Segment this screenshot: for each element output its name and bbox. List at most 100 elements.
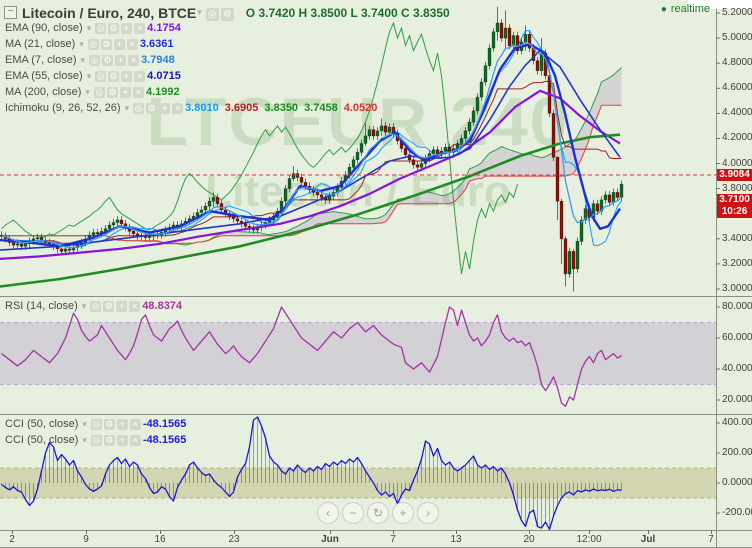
ohlc-values: O 3.7420 H 3.8500 L 3.7400 C 3.8350 bbox=[245, 5, 450, 20]
visibility-icon[interactable]: ◎ bbox=[90, 418, 102, 430]
collapse-icon[interactable]: − bbox=[4, 6, 17, 19]
price-tick: 4.8000 bbox=[722, 58, 752, 69]
add-icon[interactable]: + bbox=[116, 434, 128, 446]
rsi-tick: 80.0000 bbox=[722, 302, 752, 312]
indicator-0-value: 4.1754 bbox=[147, 22, 181, 34]
indicator-3-values: 4.0715 bbox=[147, 70, 187, 82]
settings-icon[interactable]: ⚙ bbox=[146, 102, 158, 114]
rsi-legend: RSI (14, close) ▾ ◎ ⚙ + × 48.8374 bbox=[5, 299, 188, 315]
price-tick: 3.2000 bbox=[722, 258, 752, 269]
time-tick: 7 bbox=[390, 534, 396, 545]
title-toolbar: ◎ ⚙ bbox=[205, 4, 236, 21]
cci-1-row[interactable]: CCI (50, close) ▾ ◎ ⚙ + × -48.1565 bbox=[5, 433, 192, 447]
indicator-1-row[interactable]: MA (21, close) ▾ ◎ ⚙ + × 3.6361 bbox=[5, 37, 383, 51]
indicator-5-row[interactable]: Ichimoku (9, 26, 52, 26) ▾ ◎ ⚙ + × 3.8010 3.690… bbox=[5, 101, 383, 115]
close-icon[interactable]: × bbox=[132, 86, 144, 98]
chevron-down-icon[interactable]: ▾ bbox=[197, 7, 202, 17]
settings-icon[interactable]: ⚙ bbox=[108, 22, 120, 34]
price-tick: 4.2000 bbox=[722, 133, 752, 144]
visibility-icon[interactable]: ◎ bbox=[95, 22, 107, 34]
add-icon[interactable]: + bbox=[119, 86, 131, 98]
chevron-down-icon[interactable]: ▾ bbox=[124, 102, 130, 113]
price-tick: 5.2000 bbox=[722, 8, 752, 18]
time-tick: 16 bbox=[154, 534, 166, 545]
visibility-icon[interactable]: ◎ bbox=[90, 434, 102, 446]
settings-icon[interactable]: ⚙ bbox=[103, 434, 115, 446]
settings-icon[interactable]: ⚙ bbox=[102, 54, 114, 66]
add-icon[interactable]: + bbox=[121, 70, 133, 82]
close-icon[interactable]: × bbox=[129, 434, 141, 446]
indicator-5-value: 3.7458 bbox=[304, 102, 338, 114]
rsi-value: 48.8374 bbox=[142, 300, 183, 312]
top-right-patch bbox=[688, 0, 752, 9]
add-icon[interactable]: + bbox=[116, 418, 128, 430]
watermark-symbol: LTCEUR 240 bbox=[146, 84, 570, 160]
close-icon[interactable]: × bbox=[134, 22, 146, 34]
price-tick: 4.6000 bbox=[722, 83, 752, 94]
visibility-icon[interactable]: ◎ bbox=[87, 38, 99, 50]
chevron-down-icon[interactable]: ▾ bbox=[86, 70, 92, 81]
add-icon[interactable]: + bbox=[159, 102, 171, 114]
settings-icon[interactable]: ⚙ bbox=[220, 8, 234, 21]
indicator-3-row[interactable]: EMA (55, close) ▾ ◎ ⚙ + × 4.0715 bbox=[5, 69, 383, 83]
settings-icon[interactable]: ⚙ bbox=[106, 86, 118, 98]
chevron-down-icon[interactable]: ▾ bbox=[82, 418, 87, 429]
close-icon[interactable]: × bbox=[129, 418, 141, 430]
close-icon[interactable]: × bbox=[126, 38, 138, 50]
zoom-out-button[interactable]: − bbox=[342, 502, 364, 524]
zoom-in-button[interactable]: + bbox=[392, 502, 414, 524]
add-icon[interactable]: + bbox=[121, 22, 133, 34]
visibility-icon[interactable]: ◎ bbox=[95, 70, 107, 82]
time-tick: 20 bbox=[523, 534, 535, 545]
close-icon[interactable]: × bbox=[172, 102, 184, 114]
add-icon[interactable]: + bbox=[116, 300, 128, 312]
chevron-down-icon[interactable]: ▾ bbox=[80, 54, 86, 65]
rsi-row[interactable]: RSI (14, close) ▾ ◎ ⚙ + × 48.8374 bbox=[5, 299, 188, 313]
settings-icon[interactable]: ⚙ bbox=[100, 38, 112, 50]
reset-view-button[interactable]: ↻ bbox=[367, 502, 389, 524]
close-icon[interactable]: × bbox=[134, 70, 146, 82]
visibility-icon[interactable]: ◎ bbox=[93, 86, 105, 98]
cci-1-values: -48.1565 bbox=[143, 434, 192, 446]
cci-tick: 400.0000 bbox=[722, 418, 752, 428]
price-tick: 5.0000 bbox=[722, 33, 752, 44]
visibility-icon[interactable]: ◎ bbox=[133, 102, 145, 114]
indicator-0-label: EMA (90, close) bbox=[5, 22, 83, 34]
price-tick: 4.4000 bbox=[722, 108, 752, 119]
visibility-icon[interactable]: ◎ bbox=[89, 54, 101, 66]
realtime-dot-icon: ● bbox=[660, 4, 667, 15]
indicator-2-value: 3.7948 bbox=[141, 54, 175, 66]
chevron-down-icon[interactable]: ▾ bbox=[85, 86, 90, 97]
indicator-0-row[interactable]: EMA (90, close) ▾ ◎ ⚙ + × 4.1754 bbox=[5, 21, 383, 35]
chevron-down-icon[interactable]: ▾ bbox=[79, 38, 84, 49]
price-tick: 3.0000 bbox=[722, 283, 752, 294]
chevron-down-icon[interactable]: ▾ bbox=[81, 300, 87, 311]
indicator-1-values: 3.6361 bbox=[140, 38, 180, 50]
settings-icon[interactable]: ⚙ bbox=[103, 418, 115, 430]
add-icon[interactable]: + bbox=[115, 54, 127, 66]
visibility-icon[interactable]: ◎ bbox=[90, 300, 102, 312]
settings-icon[interactable]: ⚙ bbox=[103, 300, 115, 312]
visibility-icon[interactable]: ◎ bbox=[205, 8, 219, 21]
cci-tick: 200.0000 bbox=[722, 448, 752, 458]
indicator-4-row[interactable]: MA (200, close) ▾ ◎ ⚙ + × 4.1992 bbox=[5, 85, 383, 99]
indicator-5-value: 3.8010 bbox=[185, 102, 219, 114]
close-icon[interactable]: × bbox=[128, 54, 140, 66]
close-icon[interactable]: × bbox=[129, 300, 141, 312]
indicator-0-values: 4.1754 bbox=[147, 22, 187, 34]
indicator-4-label: MA (200, close) bbox=[5, 86, 82, 98]
symbol-title[interactable]: Litecoin / Euro, 240, BTCE bbox=[22, 4, 197, 21]
cci-0-row[interactable]: CCI (50, close) ▾ ◎ ⚙ + × -48.1565 bbox=[5, 417, 192, 431]
indicator-2-row[interactable]: EMA (7, close) ▾ ◎ ⚙ + × 3.7948 bbox=[5, 53, 383, 67]
add-icon[interactable]: + bbox=[113, 38, 125, 50]
chevron-down-icon[interactable]: ▾ bbox=[86, 22, 92, 33]
scroll-right-button[interactable]: › bbox=[417, 502, 439, 524]
indicator-legend: EMA (90, close) ▾ ◎ ⚙ + × 4.1754 MA (21, close)… bbox=[5, 21, 383, 117]
cci-0-values: -48.1565 bbox=[143, 418, 192, 430]
chevron-down-icon[interactable]: ▾ bbox=[82, 434, 87, 445]
settings-icon[interactable]: ⚙ bbox=[108, 70, 120, 82]
scroll-left-button[interactable]: ‹ bbox=[317, 502, 339, 524]
time-tick: Jun bbox=[321, 534, 339, 545]
